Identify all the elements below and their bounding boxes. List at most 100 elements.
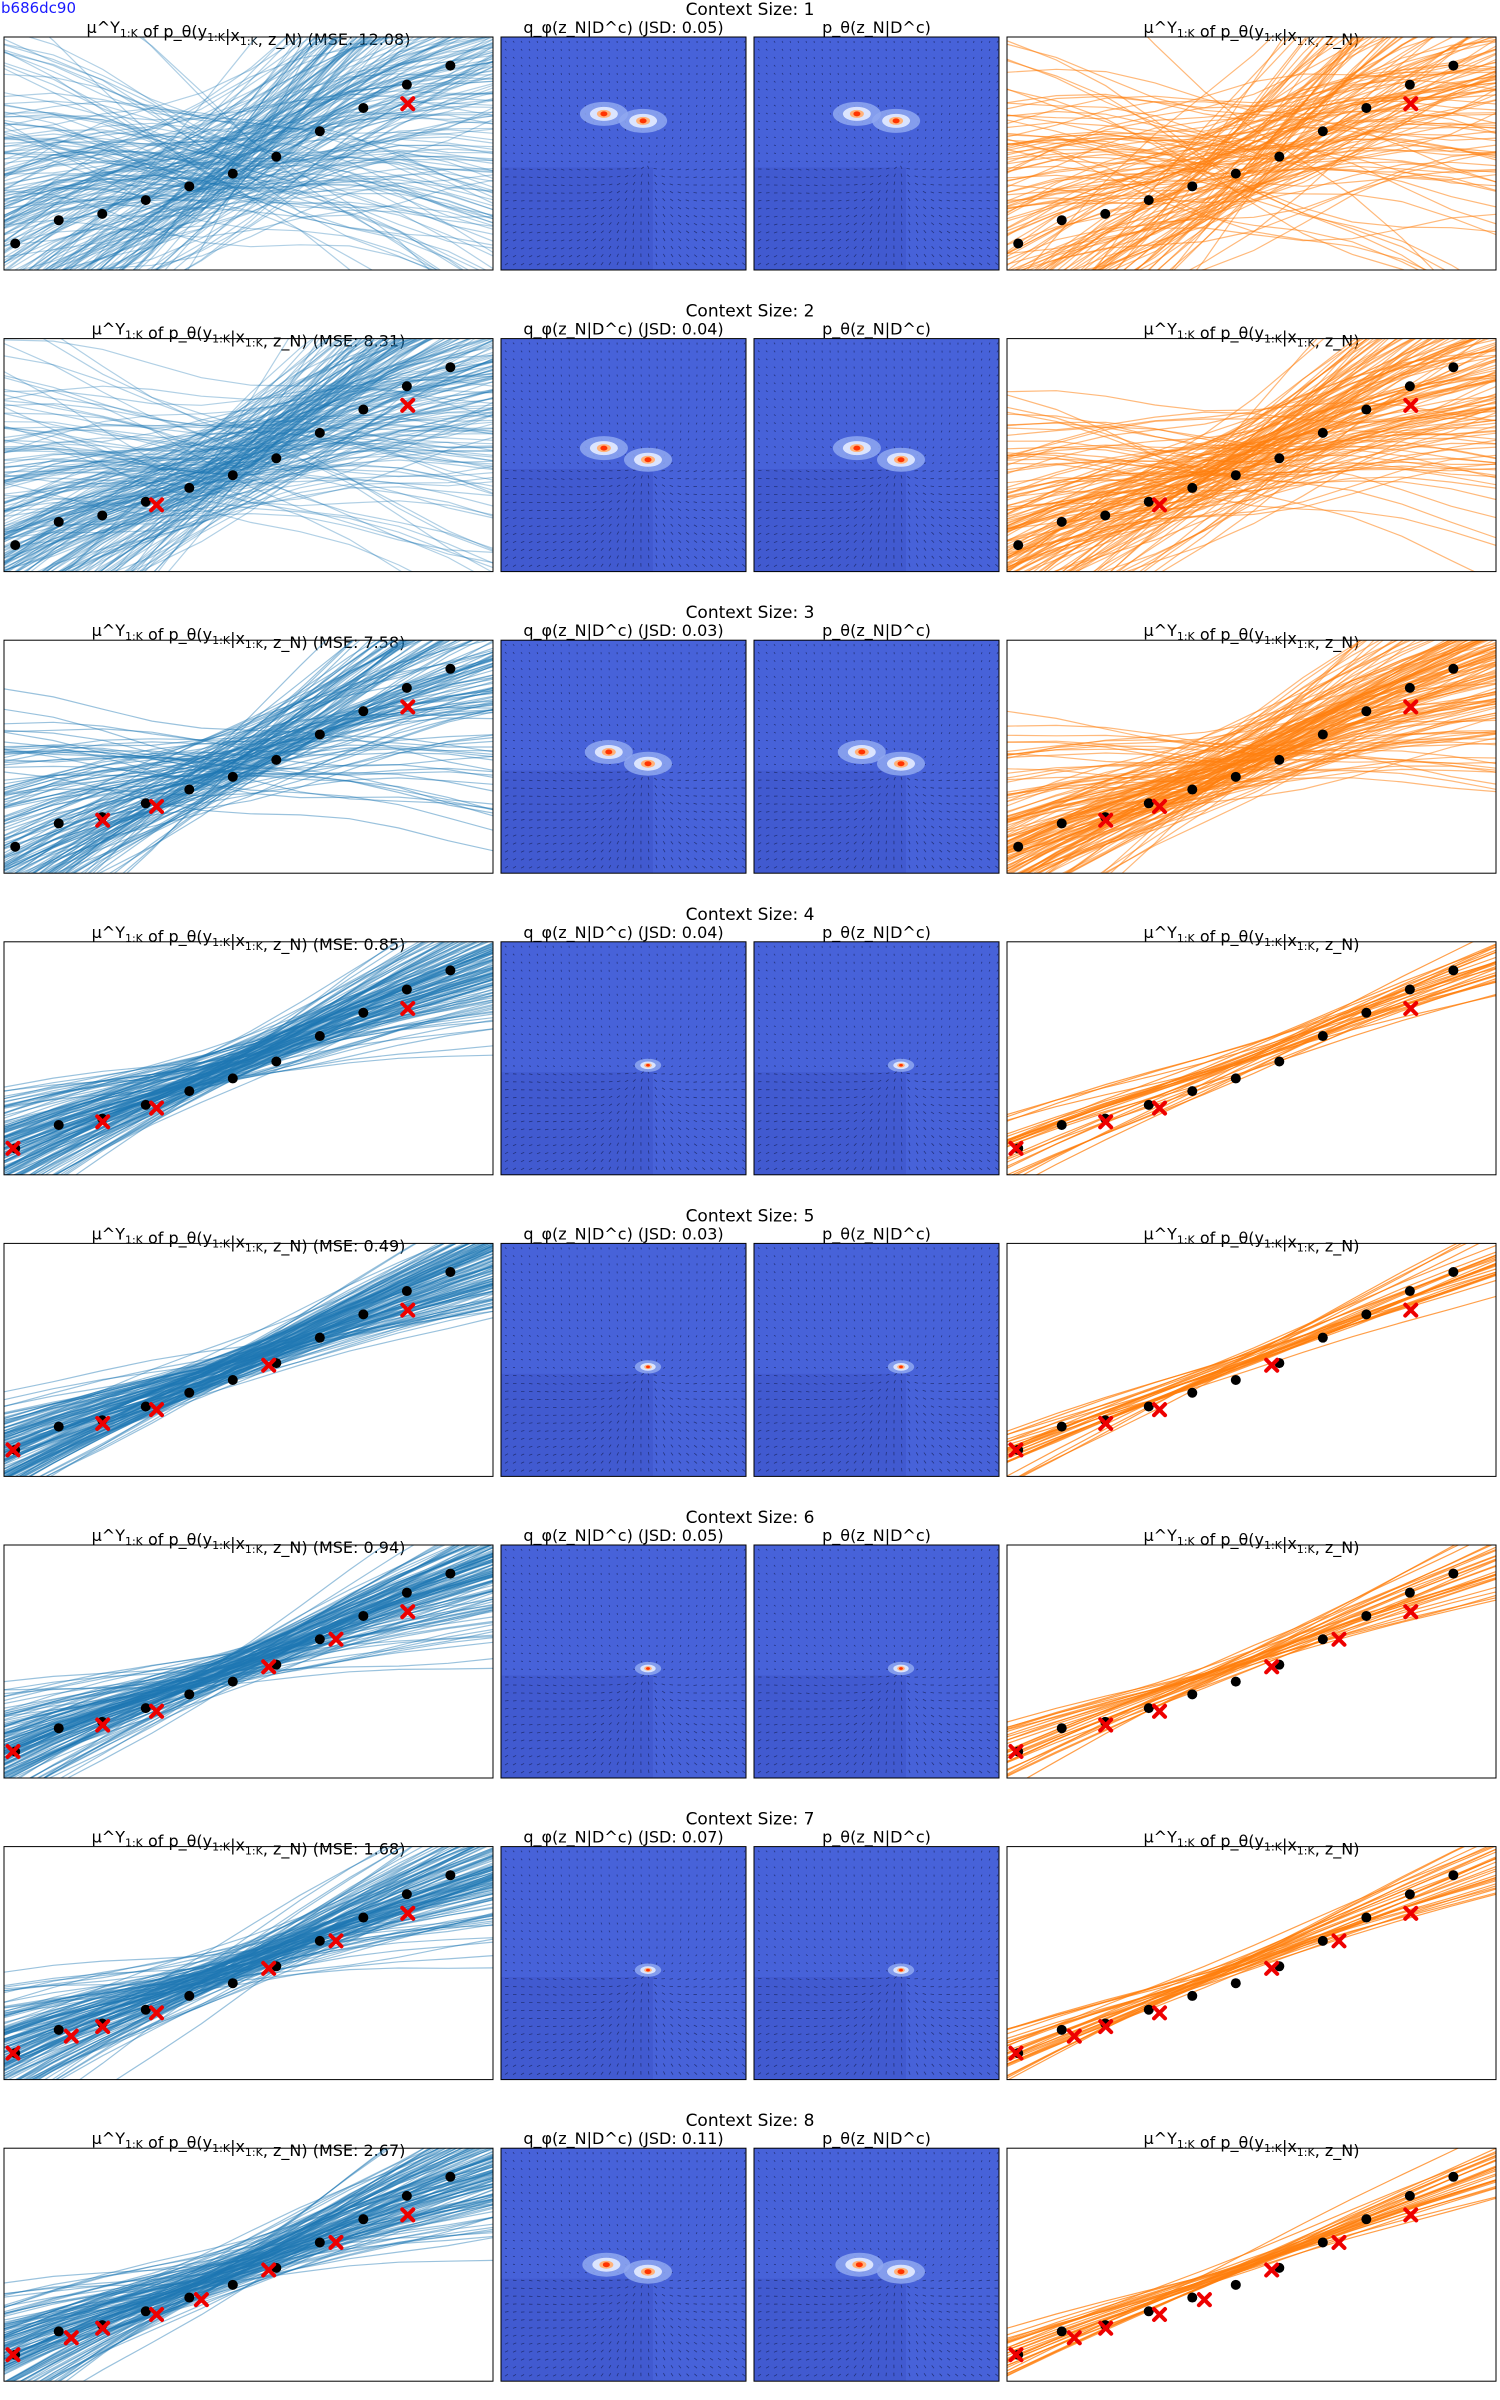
flow-arrow: [616, 563, 619, 567]
sample-curve: [65, 640, 328, 874]
flow-arrow: [616, 515, 620, 519]
flow-arrow: [845, 199, 850, 202]
sample-curve: [1135, 37, 1361, 270]
sample-curve: [62, 37, 410, 270]
flow-arrow: [568, 731, 571, 734]
density-field: [501, 37, 746, 270]
flow-arrow: [544, 374, 547, 377]
sample-curve: [29, 655, 493, 874]
sample-curve: [4, 459, 493, 483]
flow-arrow: [544, 525, 549, 527]
flow-arrow: [608, 253, 612, 258]
flow-arrow: [576, 723, 579, 727]
flow-arrow: [584, 540, 589, 543]
sample-curve: [105, 338, 386, 572]
flow-arrow: [608, 261, 612, 266]
flow-arrow: [845, 88, 847, 92]
flow-arrow: [695, 716, 698, 719]
flow-arrow: [719, 731, 722, 734]
flow-arrow: [704, 96, 706, 100]
flow-arrow: [805, 478, 810, 480]
flow-arrow: [916, 253, 919, 258]
flow-arrow: [797, 422, 800, 425]
sample-curve: [112, 338, 330, 572]
flow-arrow: [837, 398, 840, 401]
flow-arrow: [735, 56, 738, 59]
flow-arrow: [829, 517, 834, 519]
flow-arrow: [996, 350, 999, 353]
flow-arrow: [940, 446, 943, 449]
flow-arrow: [536, 707, 539, 710]
flow-arrow: [655, 555, 658, 559]
flow-arrow: [885, 104, 887, 108]
flow-arrow: [797, 255, 802, 258]
flow-arrow: [805, 112, 808, 115]
flow-arrow: [930, 183, 935, 186]
flow-arrow: [608, 430, 611, 433]
flow-arrow: [837, 478, 842, 480]
density-field: [754, 338, 999, 572]
flow-arrow: [568, 398, 571, 401]
flow-arrow: [954, 509, 959, 511]
flow-arrow: [568, 176, 573, 179]
flow-arrow: [853, 390, 855, 393]
flow-arrow: [931, 555, 935, 559]
flow-arrow: [797, 239, 802, 242]
flow-arrow: [797, 176, 802, 179]
flow-arrow: [560, 56, 562, 60]
flow-arrow: [687, 732, 690, 735]
flow-arrow: [805, 88, 808, 91]
flow-arrow: [624, 406, 626, 409]
sample-curve: [4, 361, 493, 540]
flow-arrow: [821, 80, 824, 84]
flow-arrow: [900, 181, 903, 186]
flow-arrow: [560, 104, 563, 107]
flow-arrow: [861, 508, 865, 511]
flow-arrow: [624, 237, 627, 242]
flow-arrow: [813, 80, 816, 84]
sample-curve: [4, 87, 493, 209]
flow-arrow: [608, 206, 612, 210]
flow-arrow: [845, 462, 849, 464]
flow-arrow: [908, 197, 911, 202]
flow-arrow: [813, 88, 816, 91]
flow-arrow: [725, 548, 730, 551]
flow-arrow: [693, 215, 698, 218]
flow-arrow: [853, 531, 857, 535]
flow-arrow: [536, 668, 539, 671]
target-point: [1361, 404, 1372, 415]
flow-arrow: [885, 438, 888, 441]
flow-arrow: [544, 644, 547, 647]
sample-curve: [4, 647, 493, 857]
sample-curve: [4, 418, 493, 461]
flow-arrow: [978, 524, 983, 527]
flow-arrow: [727, 56, 730, 60]
sample-curve: [4, 122, 493, 207]
flow-arrow: [813, 548, 818, 551]
flow-arrow: [773, 533, 778, 535]
flow-arrow: [717, 254, 722, 258]
sample-curve: [1007, 100, 1496, 132]
flow-arrow: [552, 64, 555, 68]
panel-mid_right: p_θ(z_N|D^c): [753, 320, 1000, 573]
sample-curve: [4, 38, 493, 222]
flow-arrow: [544, 223, 549, 226]
flow-arrow: [837, 548, 842, 551]
flow-arrow: [757, 430, 761, 432]
flow-arrow: [954, 516, 959, 519]
flow-arrow: [727, 691, 730, 695]
flow-arrow: [632, 406, 634, 409]
flow-arrow: [781, 556, 786, 559]
flow-arrow: [994, 238, 999, 242]
flow-arrow: [654, 174, 658, 178]
flow-arrow: [576, 262, 581, 266]
flow-arrow: [711, 723, 714, 727]
sample-curve: [4, 64, 493, 220]
flow-arrow: [608, 485, 613, 487]
flow-arrow: [677, 508, 682, 511]
flow-arrow: [915, 237, 919, 242]
flow-arrow: [837, 238, 842, 242]
flow-arrow: [686, 563, 690, 567]
flow-arrow: [584, 96, 587, 100]
flow-arrow: [956, 104, 959, 108]
